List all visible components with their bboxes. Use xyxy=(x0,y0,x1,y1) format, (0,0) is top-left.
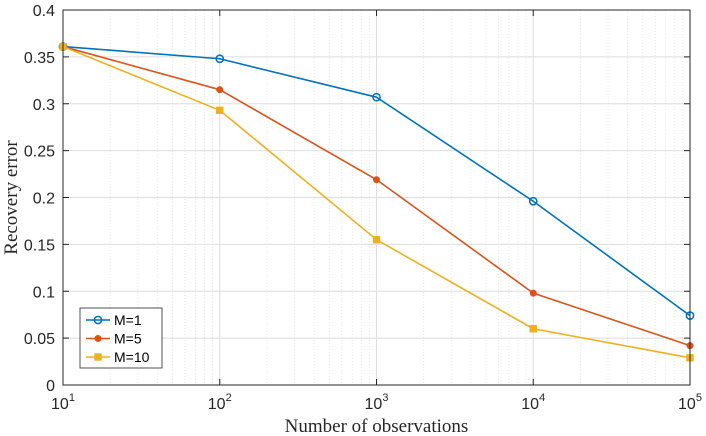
x-axis-label: Number of observations xyxy=(285,416,469,436)
x-tick-label: 102 xyxy=(208,392,232,413)
data-point xyxy=(216,106,224,115)
y-tick-label: 0.1 xyxy=(33,284,55,301)
series-line xyxy=(62,45,691,317)
x-tick-base: 10 xyxy=(521,396,539,413)
x-tick-label: 103 xyxy=(365,392,389,413)
legend-item: M=10 xyxy=(86,349,150,365)
y-tick-label: 0.05 xyxy=(24,331,55,348)
legend-label: M=1 xyxy=(114,312,142,328)
x-tick-label: 101 xyxy=(51,392,75,413)
legend-swatch-marker xyxy=(94,335,102,342)
x-tick-exponent: 5 xyxy=(696,392,702,404)
x-tick-label: 104 xyxy=(521,392,545,413)
y-tick-label: 0 xyxy=(46,378,55,395)
y-axis-label: Recovery error xyxy=(1,140,22,255)
legend-label: M=10 xyxy=(114,349,150,365)
y-tick-label: 0.2 xyxy=(33,191,55,208)
y-tick-label: 0.35 xyxy=(24,50,55,67)
x-tick-exponent: 1 xyxy=(69,392,75,404)
data-point xyxy=(216,86,224,94)
axes: 101 102 103 104 10500.050.10.150.20.250.30.3… xyxy=(24,3,702,413)
x-tick-base: 10 xyxy=(365,396,383,413)
data-point xyxy=(528,196,538,206)
data-point xyxy=(215,54,225,64)
data-point xyxy=(372,92,381,102)
x-tick-exponent: 2 xyxy=(226,392,232,404)
legend-item: M=1 xyxy=(86,312,142,328)
y-tick-label: 0.3 xyxy=(33,97,55,114)
legend: M=1 M=5 M=10 xyxy=(79,307,163,369)
legend-item: M=5 xyxy=(86,331,142,347)
x-tick-exponent: 3 xyxy=(382,392,388,404)
data-point xyxy=(372,235,381,244)
data-point xyxy=(529,289,537,297)
y-tick-label: 0.15 xyxy=(24,237,55,254)
y-tick-label: 0.4 xyxy=(33,3,55,20)
x-tick-label: 105 xyxy=(678,392,702,413)
data-point xyxy=(373,176,380,184)
x-tick-exponent: 4 xyxy=(539,392,545,404)
legend-swatch-marker xyxy=(94,353,102,361)
legend-label: M=5 xyxy=(114,331,142,347)
x-tick-base: 10 xyxy=(51,396,69,413)
data-point xyxy=(529,325,537,333)
y-tick-label: 0.25 xyxy=(24,144,55,161)
x-tick-base: 10 xyxy=(678,396,696,413)
x-tick-base: 10 xyxy=(208,396,226,413)
legend-swatch-marker xyxy=(93,315,103,325)
